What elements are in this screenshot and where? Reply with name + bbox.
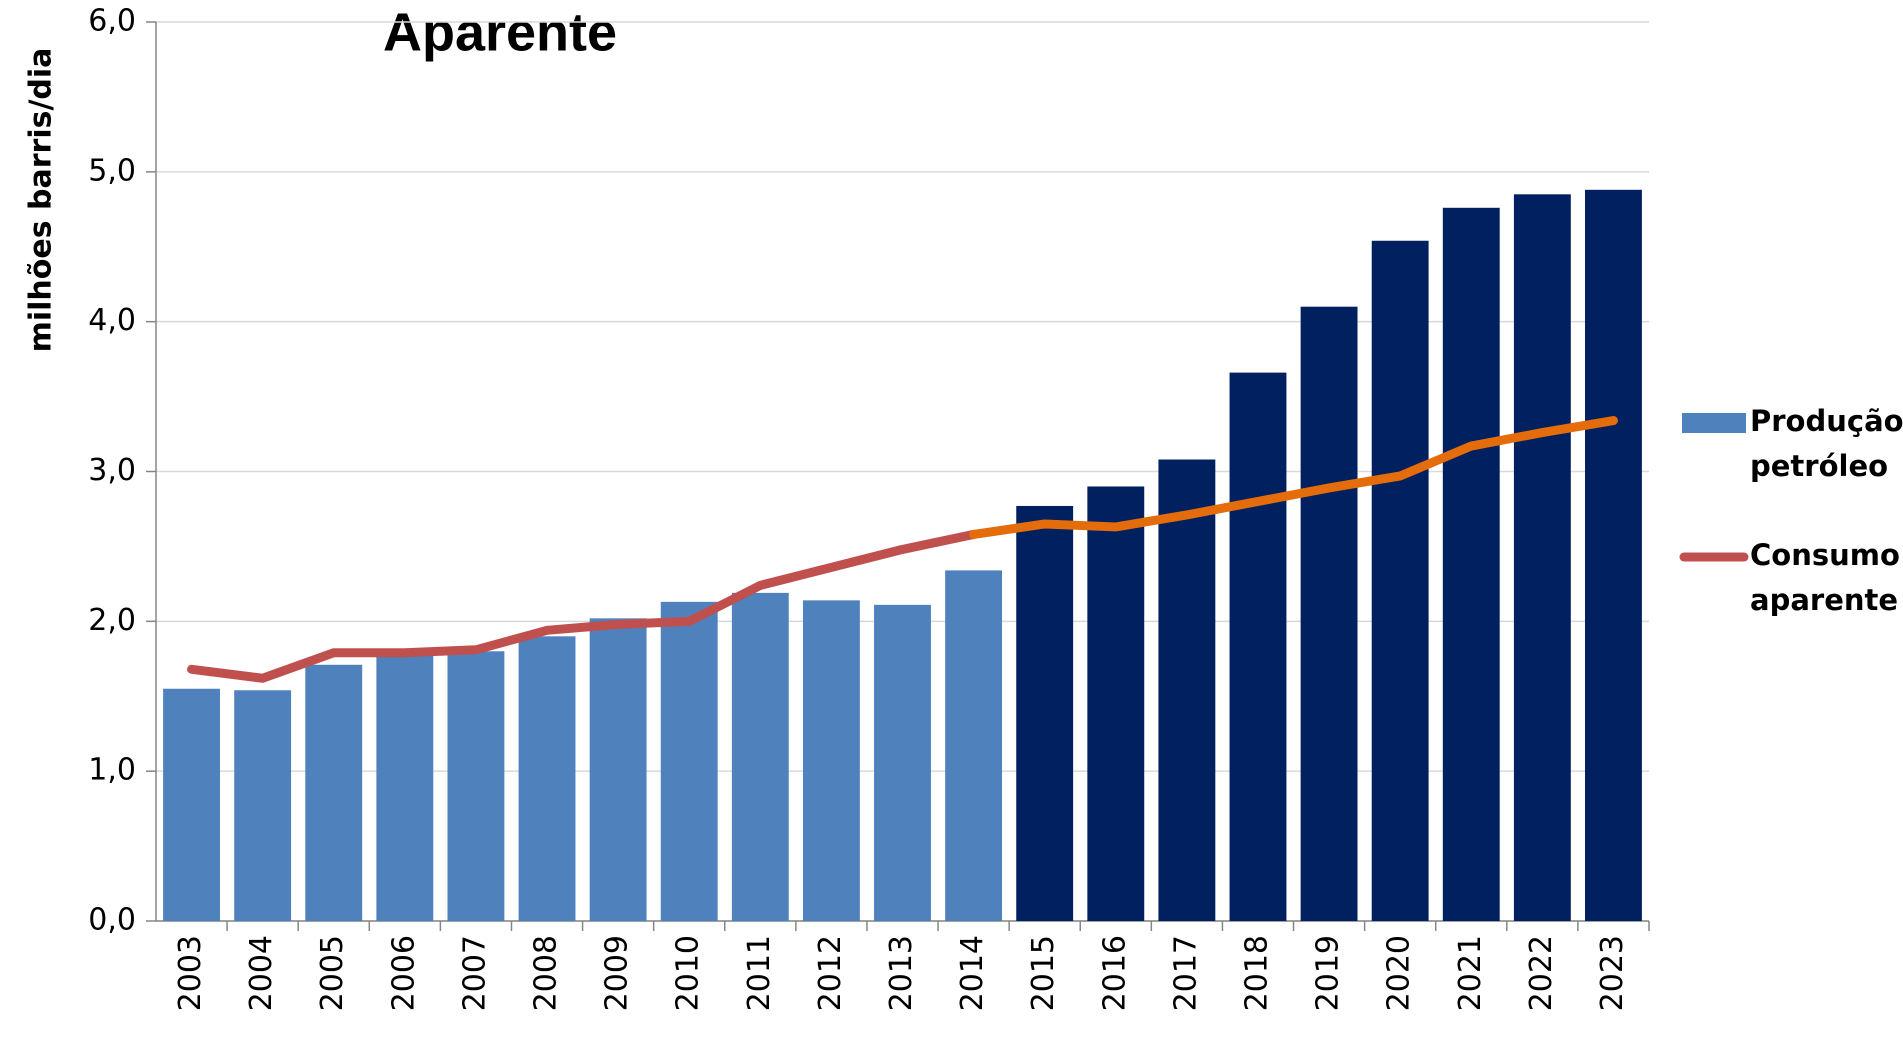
x-tick-label: 2023 <box>1595 935 1630 1011</box>
x-tick-label: 2015 <box>1026 935 1061 1011</box>
bar <box>518 636 576 921</box>
line <box>969 416 1618 539</box>
x-tick-label: 2007 <box>457 935 492 1011</box>
x-tick-label: 2010 <box>671 935 706 1011</box>
y-tick-label: 0,0 <box>88 903 136 938</box>
x-tick-label: 2016 <box>1097 935 1132 1011</box>
bar <box>660 601 718 921</box>
bar <box>1300 306 1358 921</box>
legend-swatch <box>1682 413 1746 433</box>
x-tick-label: 2011 <box>742 935 777 1011</box>
bar <box>1016 505 1074 921</box>
x-tick-label: 2021 <box>1453 935 1488 1011</box>
x-tick-label: 2006 <box>386 935 421 1011</box>
x-tick-label: 2018 <box>1239 935 1274 1011</box>
y-axis-label: milhões barris/dia <box>24 48 59 353</box>
legend-label: Produção petróleo <box>1750 404 1903 483</box>
bar <box>1513 194 1571 921</box>
y-tick-label: 1,0 <box>88 753 136 788</box>
bar <box>1371 240 1429 922</box>
bar <box>1442 207 1500 921</box>
y-tick-label: 2,0 <box>88 603 136 638</box>
x-tick-label: 2022 <box>1524 935 1559 1011</box>
x-tick-label: 2013 <box>884 935 919 1011</box>
bar <box>874 604 931 921</box>
x-tick-label: 2014 <box>955 935 990 1011</box>
bar <box>1087 486 1145 921</box>
x-tick-label: 2020 <box>1382 935 1417 1011</box>
bar <box>589 618 647 921</box>
x-tick-label: 2004 <box>244 935 279 1011</box>
bar <box>305 664 363 921</box>
bar <box>447 651 505 921</box>
y-tick-label: 4,0 <box>88 303 136 338</box>
bar <box>1229 372 1287 921</box>
bar <box>1585 189 1642 921</box>
y-tick-label: 5,0 <box>88 153 136 188</box>
bar <box>163 688 220 921</box>
y-tick-label: 3,0 <box>88 453 136 488</box>
bar <box>376 654 434 921</box>
x-tick-label: 2019 <box>1311 935 1346 1011</box>
bar <box>1158 459 1216 921</box>
x-tick-label: 2012 <box>813 935 848 1011</box>
bar <box>802 600 860 921</box>
bar <box>234 690 292 921</box>
x-tick-label: 2005 <box>315 935 350 1011</box>
y-tick-label: 6,0 <box>88 4 136 39</box>
x-tick-label: 2003 <box>173 935 208 1011</box>
x-tick-label: 2017 <box>1168 935 1203 1011</box>
bar <box>945 570 1003 921</box>
chart-title: Aparente <box>383 2 617 62</box>
line <box>187 529 979 683</box>
x-tick-label: 2008 <box>529 935 564 1011</box>
bar <box>731 592 789 921</box>
x-tick-label: 2009 <box>600 935 635 1011</box>
legend-label: Consumo aparente <box>1750 538 1900 617</box>
